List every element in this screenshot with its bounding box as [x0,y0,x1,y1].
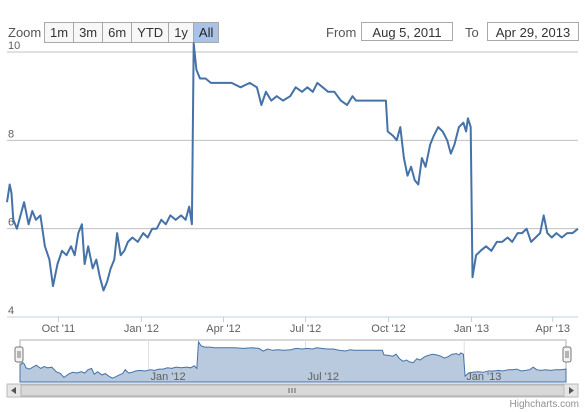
grid-lines [7,51,578,318]
y-tick-label: 8 [8,128,14,140]
to-date-input[interactable]: Apr 29, 2013 [487,22,579,41]
x-axis-labels: Oct '11 Jan '12 Apr '12 Jul '12 Oct '12 Jan '… [42,317,570,335]
series-line [6,42,579,292]
credits-link[interactable]: Highcharts.com [509,399,579,410]
navigator[interactable]: Jan '12 Jul '12 Jan '13 [14,339,572,383]
price-series [6,42,579,292]
x-tick-label: Jan '12 [124,323,159,335]
from-date-input[interactable]: Aug 5, 2011 [361,22,453,41]
x-tick-label: Apr '13 [535,323,570,335]
navigator-tick-label: Jan '13 [466,371,501,383]
from-label: From [326,25,357,40]
zoom-button-group: 1m 3m 6m YTD 1y All [44,22,220,43]
zoom-button-3m[interactable]: 3m [74,23,104,42]
zoom-button-6m[interactable]: 6m [103,23,133,42]
zoom-button-1m[interactable]: 1m [45,23,75,42]
arrow-right-icon [569,387,574,394]
x-tick-label: Oct '11 [42,323,76,335]
x-tick-label: Apr '12 [206,323,241,335]
y-tick-label: 4 [8,305,14,317]
y-tick-label: 10 [8,40,20,52]
navigator-series-area [19,340,567,383]
zoom-label: Zoom [8,25,42,40]
x-tick-label: Jul '12 [290,323,321,335]
navigator-tick-label: Jan '12 [151,371,186,383]
y-tick-label: 6 [8,217,14,229]
to-label: To [465,25,479,40]
zoom-button-ytd[interactable]: YTD [132,23,170,42]
x-tick-label: Oct '12 [371,323,406,335]
y-axis-labels: 4 6 8 10 [8,40,20,317]
navigator-handle-right[interactable] [562,346,572,363]
navigator-handle-left[interactable] [14,346,24,363]
range-selector: Zoom 1m 3m 6m YTD 1y All From Aug 5, 201… [0,0,585,44]
x-tick-label: Jan '13 [454,323,489,335]
zoom-button-1y[interactable]: 1y [169,23,194,42]
scrollbar[interactable] [6,383,579,398]
arrow-left-icon [11,387,16,394]
navigator-tick-label: Jul '12 [308,371,339,383]
zoom-button-all[interactable]: All [193,23,219,42]
